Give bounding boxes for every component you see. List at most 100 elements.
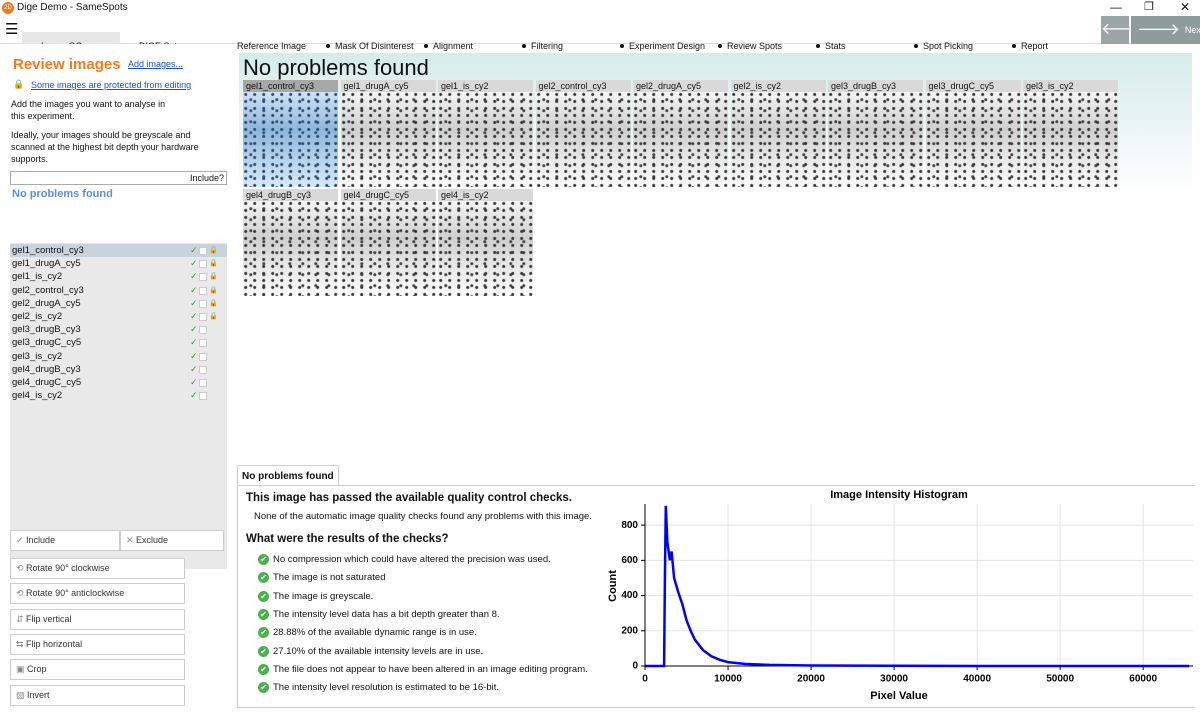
thumbnail-label: gel2_is_cy2 xyxy=(730,80,826,92)
tool-button[interactable]: ✕ Exclude xyxy=(120,530,224,551)
image-name: gel2_is_cy2 xyxy=(12,311,63,322)
checkbox[interactable] xyxy=(199,247,207,255)
image-row[interactable]: gel2_drugA_cy5 ✓ 🔒 xyxy=(10,297,227,310)
checkbox[interactable] xyxy=(199,313,207,321)
checkbox[interactable] xyxy=(199,273,207,282)
close[interactable]: ✕ xyxy=(1180,0,1191,14)
thumbnail-image xyxy=(243,201,338,296)
step[interactable]: Report xyxy=(1002,32,1100,60)
thumbnail[interactable]: gel3_drugB_cy3 xyxy=(828,80,923,187)
check-item: No compression which could have altered … xyxy=(258,554,551,565)
image-row[interactable]: gel3_drugB_cy3 ✓ xyxy=(10,323,227,336)
thumbnail[interactable]: gel1_is_cy2 xyxy=(438,80,533,187)
filter-box[interactable]: Include? xyxy=(10,171,227,185)
image-row[interactable]: gel1_control_cy3 ✓ 🔒 xyxy=(10,244,227,257)
button-icon: ⟲ xyxy=(16,588,27,598)
step[interactable]: Filtering xyxy=(512,32,610,60)
check-item: 28.88% of the available dynamic range is… xyxy=(258,627,477,638)
thumbnail-label: gel1_drugA_cy5 xyxy=(340,80,436,92)
step[interactable]: Experiment Design xyxy=(610,32,708,60)
image-row[interactable]: gel4_drugC_cy5 ✓ xyxy=(10,376,227,389)
next-button[interactable]: 🡒 Next step xyxy=(1131,16,1200,64)
qc-panel: This image has passed the available qual… xyxy=(237,485,1195,708)
include-check: ✓ xyxy=(190,377,198,387)
thumbnail-image xyxy=(828,92,923,187)
thumbnail[interactable]: gel2_drugA_cy5 xyxy=(633,80,728,187)
image-row[interactable]: gel1_drugA_cy5 ✓ 🔒 xyxy=(10,257,227,270)
checkbox[interactable] xyxy=(199,392,207,401)
tool-button[interactable]: ✓ Include xyxy=(10,530,120,551)
image-row[interactable]: gel2_is_cy2 ✓ 🔒 xyxy=(10,310,227,323)
passed-heading: This image has passed the available qual… xyxy=(246,492,572,504)
step[interactable]: Alignment xyxy=(414,32,512,60)
thumbnail-image xyxy=(340,201,436,296)
banner-title: No problems found xyxy=(243,55,429,80)
tool-button[interactable]: ⇵ Flip vertical xyxy=(10,609,185,630)
thumbnail[interactable]: gel2_control_cy3 xyxy=(535,80,631,187)
maximize[interactable]: ❐ xyxy=(1144,1,1154,13)
image-row[interactable]: gel2_control_cy3 ✓ 🔒 xyxy=(10,284,227,297)
button-label: Flip horizontal xyxy=(26,639,83,649)
button-label: Crop xyxy=(27,664,47,674)
chart-bg xyxy=(603,486,1195,707)
thumbnail[interactable]: gel3_is_cy2 xyxy=(1023,80,1118,187)
step[interactable]: Mask Of Disinterest xyxy=(316,32,414,60)
protected-link[interactable]: Some images are protected from editing xyxy=(31,80,192,90)
include-check: ✓ xyxy=(190,271,198,282)
thumbnail-image xyxy=(730,92,826,187)
tool-button[interactable]: ⟲ Rotate 90° clockwise xyxy=(10,558,185,579)
include-check: ✓ xyxy=(190,324,198,335)
checkbox[interactable] xyxy=(199,339,207,348)
add-images-link[interactable]: Add images... xyxy=(128,59,184,69)
minimize[interactable]: — xyxy=(1110,0,1122,14)
thumbnail[interactable]: gel3_drugC_cy5 xyxy=(925,80,1021,187)
histogram-line xyxy=(645,505,1190,668)
thumbnail[interactable]: gel4_is_cy2 xyxy=(438,189,533,296)
include-check: ✓ xyxy=(190,311,198,321)
tool-button[interactable]: ⟲ Rotate 90° anticlockwise xyxy=(10,583,185,604)
checkbox[interactable] xyxy=(199,260,207,269)
x-tick-label: 0 xyxy=(642,674,648,685)
thumbnail[interactable]: gel1_drugA_cy5 xyxy=(340,80,436,187)
chart-title: Image Intensity Histogram xyxy=(830,489,968,501)
include-check: ✓ xyxy=(190,363,198,374)
lock-icon: 🔒 xyxy=(13,79,25,89)
image-name: gel2_control_cy3 xyxy=(12,284,84,296)
x-tick-label: 40000 xyxy=(963,674,991,685)
tool-button[interactable]: ▧ Invert xyxy=(10,685,185,706)
check-item: The intensity level resolution is estima… xyxy=(258,682,499,693)
checkbox[interactable] xyxy=(199,299,207,308)
step[interactable]: Reference Image xyxy=(218,32,316,60)
image-row[interactable]: gel4_drugB_cy3 ✓ xyxy=(10,363,227,376)
thumbnail[interactable]: gel4_drugB_cy3 xyxy=(243,189,338,296)
menu-button[interactable]: ☰ xyxy=(5,21,19,38)
include-check: ✓ xyxy=(190,390,198,401)
step[interactable]: Spot Picking xyxy=(904,32,1002,60)
image-row[interactable]: gel1_is_cy2 ✓ 🔒 xyxy=(10,270,227,283)
checkbox[interactable] xyxy=(199,352,207,361)
step[interactable]: Review Spots xyxy=(708,32,806,60)
thumbnail[interactable]: gel1_control_cy3 xyxy=(243,80,338,187)
tab[interactable]: No problems found xyxy=(237,465,339,486)
checkbox[interactable] xyxy=(199,379,207,387)
image-name: gel3_is_cy2 xyxy=(12,350,63,362)
back-button[interactable]: 🡐 xyxy=(1101,16,1144,44)
results-heading: What were the results of the checks? xyxy=(246,533,449,545)
thumbnail-label: gel1_is_cy2 xyxy=(438,80,533,92)
checkbox[interactable] xyxy=(199,365,207,374)
check-item: 27.10% of the available intensity levels… xyxy=(258,646,483,657)
tool-button[interactable]: ▣ Crop xyxy=(10,659,185,680)
lock-icon: 🔒 xyxy=(209,313,218,320)
image-row[interactable]: gel3_is_cy2 ✓ xyxy=(10,350,227,363)
thumbnail[interactable]: gel4_drugC_cy5 xyxy=(340,189,436,296)
image-row[interactable]: gel3_drugC_cy5 ✓ xyxy=(10,336,227,349)
title-bar: 2D Dige Demo - SameSpots — ❐ ✕ xyxy=(0,0,1200,16)
thumbnail[interactable]: gel2_is_cy2 xyxy=(730,80,826,187)
tool-button[interactable]: ⇆ Flip horizontal xyxy=(10,634,185,655)
image-row[interactable]: gel4_is_cy2 ✓ xyxy=(10,389,227,402)
include-check: ✓ xyxy=(190,297,198,308)
checkbox[interactable] xyxy=(199,286,207,295)
step[interactable]: Stats xyxy=(806,32,904,60)
button-label: Rotate 90° clockwise xyxy=(26,563,110,573)
checkbox[interactable] xyxy=(199,326,207,335)
